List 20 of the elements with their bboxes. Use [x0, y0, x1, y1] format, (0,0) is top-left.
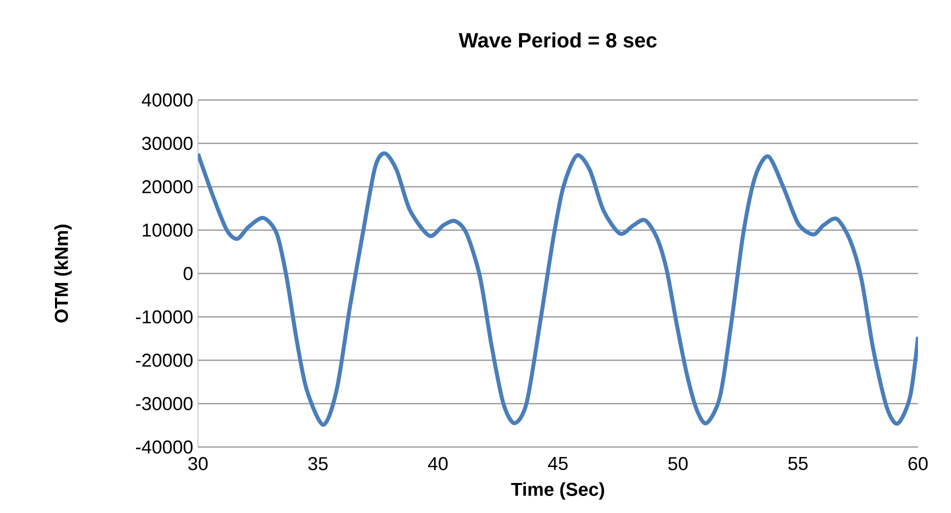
x-tick-label: 40	[428, 457, 448, 470]
y-tick-label: 10000	[142, 224, 193, 237]
y-tick-label: -30000	[136, 396, 193, 410]
x-tick-label: 30	[188, 457, 208, 470]
x-tick-label: 60	[908, 457, 928, 470]
y-tick-label: 20000	[142, 180, 193, 194]
y-tick-label: 30000	[142, 136, 193, 150]
y-tick-label: -20000	[136, 354, 193, 367]
y-tick-label: 0	[184, 266, 193, 280]
x-tick-label: 45	[548, 457, 568, 470]
y-tick-label: 40000	[142, 93, 193, 107]
x-tick-label: 50	[668, 457, 688, 470]
chart-title: Wave Period = 8 sec	[458, 32, 657, 48]
x-axis-title: Time (Sec)	[511, 482, 604, 500]
y-axis-title: OTM (kNm)	[54, 224, 72, 322]
y-tick-label: -10000	[136, 310, 193, 324]
x-tick-label: 35	[308, 457, 328, 470]
y-tick-label: -40000	[136, 440, 193, 454]
line-series	[198, 151, 918, 427]
x-tick-label: 55	[788, 457, 808, 470]
